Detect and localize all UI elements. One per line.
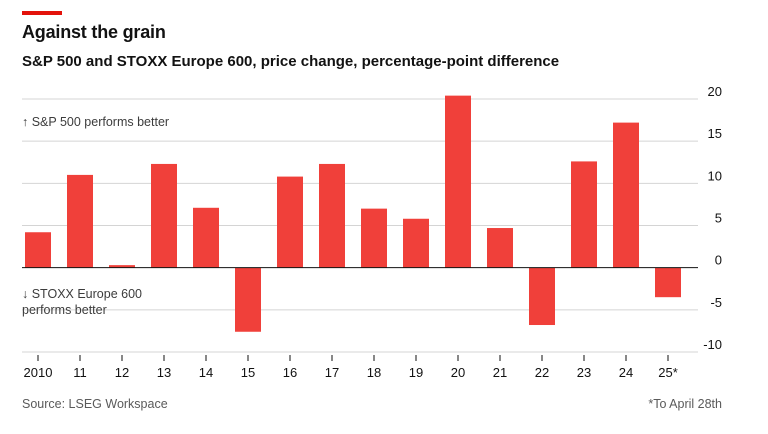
y-tick-label: 10	[708, 168, 722, 183]
accent-bar	[22, 11, 62, 15]
bar-16	[277, 176, 303, 268]
bar-25	[655, 267, 681, 298]
bar-18	[361, 208, 387, 268]
bar-24	[613, 122, 639, 268]
chart-title: Against the grain	[22, 22, 166, 42]
x-tick-label: 13	[157, 365, 171, 380]
annotation-sp500-better: ↑ S&P 500 performs better	[22, 115, 170, 129]
x-tick-label: 22	[535, 365, 549, 380]
x-tick-label: 21	[493, 365, 507, 380]
chart-subtitle: S&P 500 and STOXX Europe 600, price chan…	[22, 53, 560, 70]
bar-13	[151, 163, 177, 268]
annotation-stoxx-better: ↓ STOXX Europe 600 performs better	[22, 287, 142, 317]
y-tick-label: 20	[708, 84, 722, 99]
bar-2010	[25, 232, 51, 268]
y-tick-label: 0	[715, 253, 722, 268]
x-tick-label: 15	[241, 365, 255, 380]
source-note: Source: LSEG Workspace	[22, 397, 168, 411]
x-tick-label: 17	[325, 365, 339, 380]
bar-11	[67, 174, 93, 268]
bar-12	[109, 265, 135, 268]
bar-22	[529, 267, 555, 326]
bar-14	[193, 207, 219, 268]
x-tick-label: 16	[283, 365, 297, 380]
x-tick-label: 19	[409, 365, 423, 380]
bar-17	[319, 163, 345, 268]
x-tick-label: 18	[367, 365, 381, 380]
bar-23	[571, 161, 597, 268]
y-tick-label: 15	[708, 126, 722, 141]
y-tick-label: 5	[715, 211, 722, 226]
bar-20	[445, 95, 471, 268]
x-tick-label: 20	[451, 365, 465, 380]
y-tick-label: -10	[703, 337, 722, 352]
bar-15	[235, 267, 261, 332]
x-tick-label: 23	[577, 365, 591, 380]
x-tick-label: 25*	[658, 365, 678, 380]
bar-19	[403, 218, 429, 268]
x-tick-label: 2010	[24, 365, 53, 380]
x-tick-label: 14	[199, 365, 213, 380]
x-tick-label: 24	[619, 365, 633, 380]
y-tick-label: -5	[710, 295, 722, 310]
x-tick-label: 11	[73, 365, 87, 380]
x-tick-label: 12	[115, 365, 129, 380]
footnote: *To April 28th	[648, 397, 722, 411]
bar-21	[487, 228, 513, 268]
